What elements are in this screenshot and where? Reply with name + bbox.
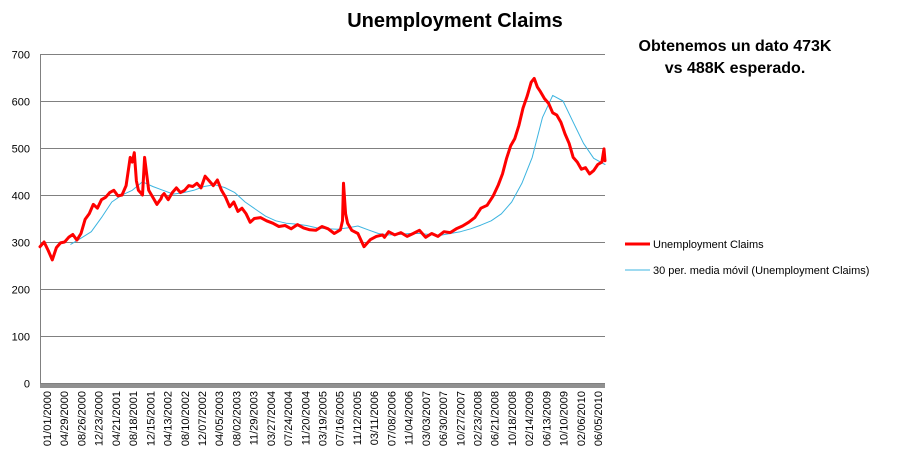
x-tick-label: 04/13/2002 — [163, 391, 175, 446]
x-tick-label: 08/02/2003 — [231, 391, 243, 446]
y-tick-label: 400 — [12, 191, 30, 203]
annotation: Obtenemos un dato 473K vs 488K esperado. — [615, 36, 855, 80]
x-tick-label: 03/11/2006 — [369, 391, 381, 445]
x-tick-label: 06/30/2007 — [438, 391, 450, 446]
annotation-line-2: vs 488K esperado. — [664, 60, 806, 77]
x-tick-label: 11/20/2004 — [300, 391, 312, 445]
x-tick-label: 11/29/2003 — [249, 391, 261, 445]
x-tick-label: 12/15/2001 — [145, 391, 157, 446]
chart-title: Unemployment Claims — [347, 10, 563, 32]
x-tick-label: 04/29/2000 — [59, 391, 71, 446]
x-tick-label: 10/27/2007 — [455, 391, 467, 446]
x-tick-label: 02/23/2008 — [473, 391, 485, 446]
y-tick-label: 300 — [12, 238, 30, 250]
y-tick-label: 100 — [12, 332, 30, 344]
x-tick-label: 03/27/2004 — [266, 391, 278, 446]
x-tick-label: 04/21/2001 — [111, 391, 123, 446]
x-tick-label: 07/16/2005 — [335, 391, 347, 446]
x-tick-label: 08/26/2000 — [76, 391, 88, 446]
x-tick-label: 04/05/2003 — [214, 391, 226, 446]
legend-label: Unemployment Claims — [653, 239, 764, 251]
y-tick-label: 0 — [24, 379, 30, 391]
annotation-line-1: Obtenemos un dato 473K — [638, 38, 832, 55]
x-tick-label: 06/13/2009 — [541, 391, 553, 446]
x-tick-label: 06/05/2010 — [593, 391, 605, 446]
series-line-unemployment-claims — [38, 76, 607, 262]
x-tick-label: 07/08/2006 — [386, 391, 398, 446]
x-tick-label: 12/07/2002 — [197, 391, 209, 446]
x-tick-label: 08/18/2001 — [128, 391, 140, 446]
y-tick-label: 200 — [12, 285, 30, 297]
legend-label: 30 per. media móvil (Unemployment Claims… — [653, 265, 869, 277]
x-tick-label: 10/10/2009 — [559, 391, 571, 446]
x-axis-dense-ticks — [40, 384, 605, 388]
x-tick-label: 07/24/2004 — [283, 391, 295, 446]
x-tick-label: 02/06/2010 — [576, 391, 588, 446]
series-line-moving-average — [70, 94, 606, 245]
x-tick-label: 06/21/2008 — [490, 391, 502, 446]
x-tick-label: 11/12/2005 — [352, 391, 364, 445]
x-tick-label: 11/04/2006 — [404, 391, 416, 445]
x-tick-label: 08/10/2002 — [180, 391, 192, 446]
x-tick-label: 03/03/2007 — [421, 391, 433, 446]
x-tick-label: 10/18/2008 — [507, 391, 519, 446]
y-tick-label: 600 — [12, 97, 30, 109]
x-tick-label: 01/01/2000 — [42, 391, 54, 446]
x-tick-label: 02/14/2009 — [524, 391, 536, 446]
x-tick-label: 03/19/2005 — [318, 391, 330, 446]
x-tick-label: 12/23/2000 — [94, 391, 106, 446]
y-tick-label: 500 — [12, 144, 30, 156]
y-tick-label: 700 — [12, 50, 30, 62]
